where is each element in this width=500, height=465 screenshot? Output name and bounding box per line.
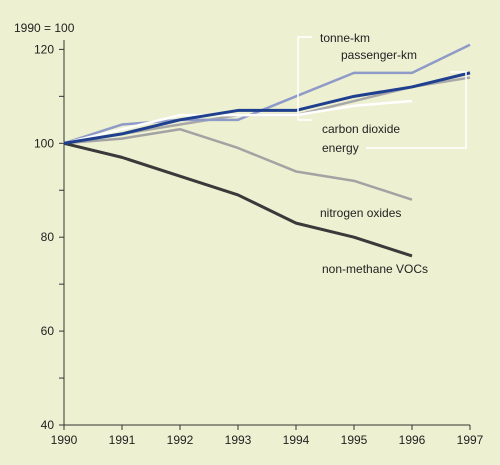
x-tick-label: 1996 [399, 433, 426, 447]
y-tick-label: 40 [41, 418, 55, 432]
series-labels: tonne-km passenger-km carbon dioxide ene… [320, 31, 428, 276]
x-tick-label: 1994 [283, 433, 310, 447]
y-axis-ticks: 40 60 80 100 120 [34, 42, 64, 432]
x-axis-ticks: 1990 1991 1992 1993 1994 1995 1996 1997 [51, 425, 484, 447]
series-line-non-methane-vocs [63, 141, 413, 258]
x-tick-label: 1993 [225, 433, 252, 447]
y-tick-label: 100 [34, 136, 54, 150]
series-line-nitrogen-oxides [63, 127, 413, 201]
series-line-passenger-km [63, 71, 471, 145]
callout-bracket-energy [366, 71, 467, 149]
label-tonne-km: tonne-km [320, 31, 370, 45]
label-passenger-km: passenger-km [341, 48, 417, 62]
label-callouts [297, 36, 467, 149]
x-tick-label: 1991 [109, 433, 136, 447]
label-energy: energy [322, 141, 359, 155]
x-tick-label: 1990 [51, 433, 78, 447]
series-line-tonne-km [63, 43, 471, 145]
x-tick-label: 1997 [457, 433, 484, 447]
series-line-carbon-dioxide [63, 99, 413, 145]
y-tick-label: 60 [41, 324, 55, 338]
series-lines [63, 43, 471, 258]
x-tick-label: 1995 [341, 433, 368, 447]
y-tick-label: 120 [34, 42, 54, 56]
y-tick-label: 80 [41, 230, 55, 244]
x-tick-label: 1992 [167, 433, 194, 447]
label-non-methane-vocs: non-methane VOCs [322, 262, 428, 276]
label-nitrogen-oxides: nitrogen oxides [320, 206, 401, 220]
index-base-label: 1990 = 100 [14, 21, 75, 35]
callout-bracket-tonne-km [297, 36, 312, 121]
label-carbon-dioxide: carbon dioxide [322, 122, 400, 136]
